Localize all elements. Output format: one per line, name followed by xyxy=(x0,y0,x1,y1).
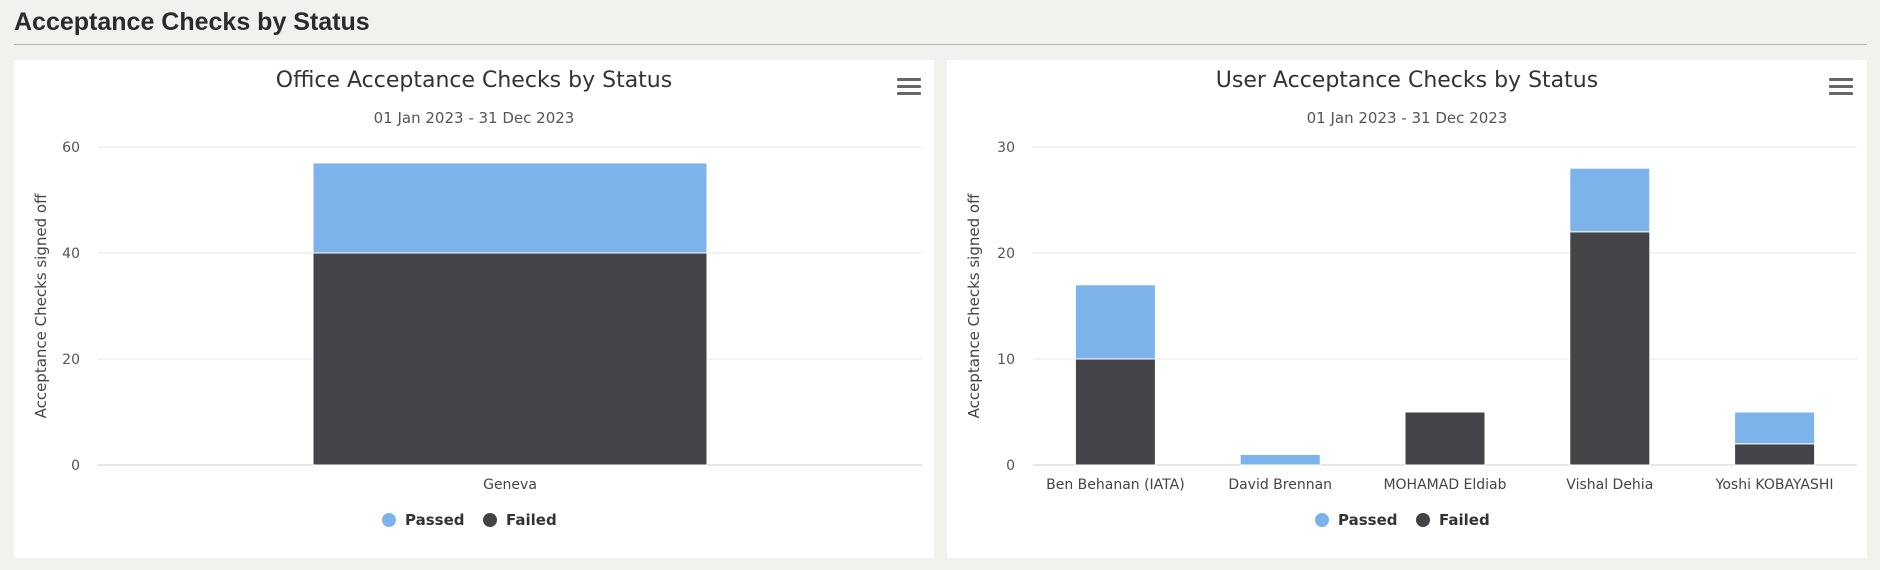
user-bar-failed xyxy=(1404,411,1486,466)
office-chart-panel: Office Acceptance Checks by Status 01 Jan… xyxy=(14,60,934,558)
user-legend-marker-passed xyxy=(1315,513,1329,527)
user-bar-passed xyxy=(1074,284,1156,360)
user-y-tick-label: 20 xyxy=(997,246,1015,262)
office-chart-menu-icon[interactable] xyxy=(897,78,921,98)
user-bar-failed xyxy=(1074,358,1156,466)
user-y-tick-label: 10 xyxy=(997,352,1015,368)
office-legend-label-passed: Passed xyxy=(405,511,464,529)
office-y-tick-label: 60 xyxy=(62,140,80,156)
user-chart-title: User Acceptance Checks by Status xyxy=(1216,68,1598,93)
user-x-tick-label: Yoshi KOBAYASHI xyxy=(1715,477,1834,493)
office-legend-marker-passed xyxy=(382,513,396,527)
user-x-tick-label: Vishal Dehia xyxy=(1566,477,1653,493)
user-chart: User Acceptance Checks by Status 01 Jan 2… xyxy=(965,68,1857,529)
office-chart: Office Acceptance Checks by Status 01 Jan… xyxy=(32,68,922,529)
user-bar-failed xyxy=(1569,231,1651,466)
user-y-axis-label: Acceptance Checks signed off xyxy=(965,193,983,418)
user-legend-label-failed: Failed xyxy=(1439,511,1490,529)
user-x-tick-label: David Brennan xyxy=(1228,477,1332,493)
user-bar-passed xyxy=(1239,453,1321,466)
user-x-tick-label: Ben Behanan (IATA) xyxy=(1046,477,1185,493)
page-title: Acceptance Checks by Status xyxy=(14,8,370,36)
office-y-axis-label: Acceptance Checks signed off xyxy=(32,193,50,418)
user-bar-passed xyxy=(1734,411,1816,445)
office-y-tick-label: 20 xyxy=(62,352,80,368)
office-x-tick-label: Geneva xyxy=(483,477,537,493)
office-chart-title: Office Acceptance Checks by Status xyxy=(276,68,672,93)
office-legend-label-failed: Failed xyxy=(506,511,557,529)
title-divider xyxy=(14,44,1867,45)
user-chart-menu-icon[interactable] xyxy=(1829,78,1853,98)
office-bar-passed xyxy=(312,162,708,254)
user-legend-marker-failed xyxy=(1416,513,1430,527)
office-bar-failed xyxy=(312,252,708,466)
user-y-tick-label: 0 xyxy=(1006,458,1015,474)
user-legend-label-passed: Passed xyxy=(1338,511,1397,529)
office-y-tick-label: 0 xyxy=(71,458,80,474)
user-bar-passed xyxy=(1569,167,1651,233)
user-chart-panel: User Acceptance Checks by Status 01 Jan 2… xyxy=(947,60,1867,558)
user-bar-failed xyxy=(1734,443,1816,466)
user-y-tick-label: 30 xyxy=(997,140,1015,156)
user-x-tick-label: MOHAMAD Eldiab xyxy=(1383,477,1506,493)
office-y-tick-label: 40 xyxy=(62,246,80,262)
office-chart-subtitle: 01 Jan 2023 - 31 Dec 2023 xyxy=(374,109,575,127)
user-chart-subtitle: 01 Jan 2023 - 31 Dec 2023 xyxy=(1307,109,1508,127)
office-legend-marker-failed xyxy=(483,513,497,527)
